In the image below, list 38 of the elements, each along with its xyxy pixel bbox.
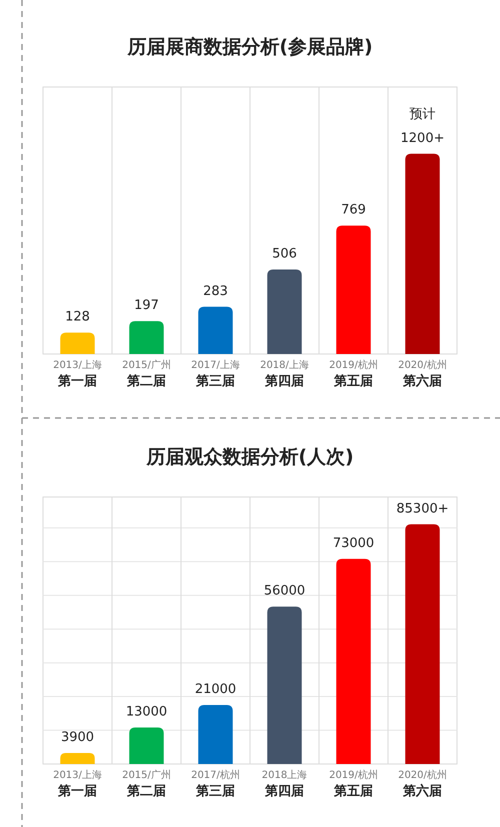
x-tick-label: 2019/杭州第五届 [329,359,378,389]
chart-title: 历届展商数据分析(参展品牌) [126,36,373,58]
data-label: 506 [272,246,297,262]
bar [198,704,233,764]
data-label: 197 [134,298,159,314]
bar [267,270,302,354]
data-label: 预计 1200+ [400,106,444,146]
data-label: 13000 [126,704,168,720]
data-label: 769 [341,202,366,218]
bar [336,226,371,354]
bar [267,606,302,764]
x-tick-label: 2015/广州第二届 [122,359,171,389]
data-label: 73000 [332,536,374,551]
chart-title: 历届观众数据分析(人次) [145,446,354,468]
bar [405,154,440,354]
x-tick-label: 2020/杭州第六届 [398,769,447,799]
x-tick-label: 2013/上海第一届 [53,769,102,799]
x-tick-label: 2017/杭州第三届 [191,769,240,799]
data-label: 56000 [264,584,306,599]
x-tick-label: 2018上海第四届 [262,769,308,799]
bar [60,753,95,764]
x-tick-label: 2013/上海第一届 [53,359,102,389]
data-label: 85300+ [396,501,449,516]
bar [405,524,440,764]
bar [129,727,164,764]
bar [60,332,95,354]
data-label: 3900 [60,730,94,746]
bar [129,321,164,354]
x-tick-label: 2017/上海第三届 [191,359,240,389]
data-label: 128 [65,310,90,325]
data-label: 283 [203,284,228,299]
x-tick-label: 2020/杭州第六届 [398,359,447,389]
bar [336,558,371,764]
bar [198,306,233,354]
x-tick-label: 2018/上海第四届 [260,359,309,389]
x-tick-label: 2015/广州第二届 [122,769,171,799]
data-label: 21000 [194,682,236,697]
x-tick-label: 2019/杭州第五届 [329,769,378,799]
